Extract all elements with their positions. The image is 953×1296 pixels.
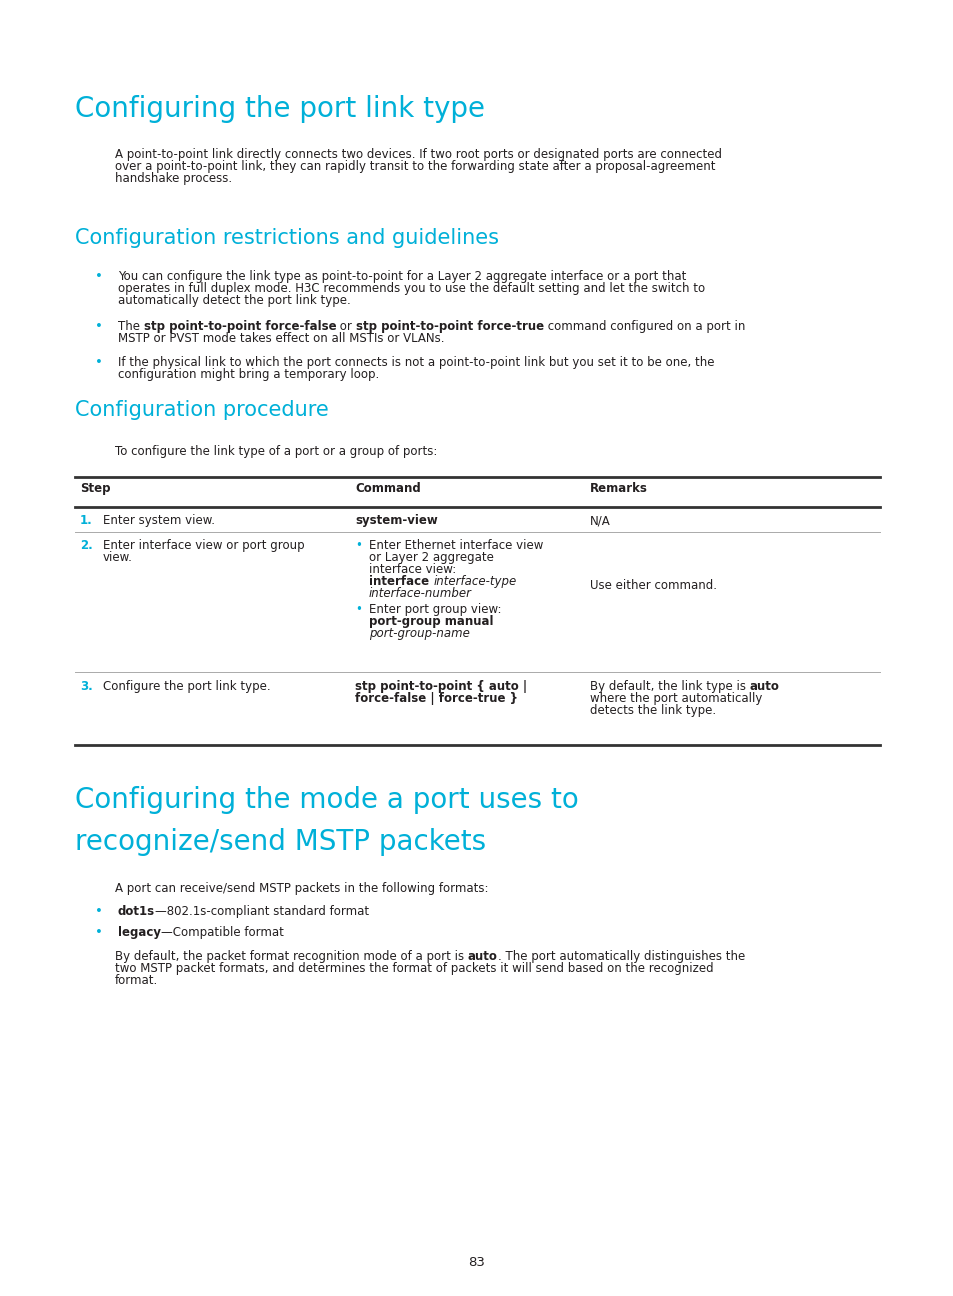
- Text: Configuration restrictions and guidelines: Configuration restrictions and guideline…: [75, 228, 498, 248]
- Text: Remarks: Remarks: [589, 482, 647, 495]
- Text: over a point-to-point link, they can rapidly transit to the forwarding state aft: over a point-to-point link, they can rap…: [115, 159, 715, 172]
- Text: Configure the port link type.: Configure the port link type.: [103, 680, 271, 693]
- Text: stp point-to-point force-true: stp point-to-point force-true: [355, 320, 543, 333]
- Text: recognize/send MSTP packets: recognize/send MSTP packets: [75, 828, 486, 855]
- Text: To configure the link type of a port or a group of ports:: To configure the link type of a port or …: [115, 445, 436, 457]
- Text: port-group-name: port-group-name: [369, 627, 470, 640]
- Text: format.: format.: [115, 975, 158, 988]
- Text: stp point-to-point force-false: stp point-to-point force-false: [144, 320, 336, 333]
- Text: •: •: [95, 905, 103, 918]
- Text: Configuration procedure: Configuration procedure: [75, 400, 329, 420]
- Text: 2.: 2.: [80, 539, 92, 552]
- Text: •: •: [95, 270, 103, 283]
- Text: •: •: [95, 927, 103, 940]
- Text: Enter system view.: Enter system view.: [103, 515, 214, 527]
- Text: 3.: 3.: [80, 680, 92, 693]
- Text: automatically detect the port link type.: automatically detect the port link type.: [118, 294, 351, 307]
- Text: interface-number: interface-number: [369, 587, 472, 600]
- Text: Step: Step: [80, 482, 111, 495]
- Text: —Compatible format: —Compatible format: [161, 927, 284, 940]
- Text: stp point-to-point { auto |: stp point-to-point { auto |: [355, 680, 527, 693]
- Text: where the port automatically: where the port automatically: [589, 692, 761, 705]
- Text: detects the link type.: detects the link type.: [589, 704, 716, 717]
- Text: •: •: [355, 603, 361, 616]
- Text: operates in full duplex mode. H3C recommends you to use the default setting and : operates in full duplex mode. H3C recomm…: [118, 283, 704, 295]
- Text: A point-to-point link directly connects two devices. If two root ports or design: A point-to-point link directly connects …: [115, 148, 721, 161]
- Text: interface-type: interface-type: [433, 575, 516, 588]
- Text: MSTP or PVST mode takes effect on all MSTIs or VLANs.: MSTP or PVST mode takes effect on all MS…: [118, 332, 444, 345]
- Text: or Layer 2 aggregate: or Layer 2 aggregate: [369, 551, 494, 564]
- Text: legacy: legacy: [118, 927, 161, 940]
- Text: By default, the link type is: By default, the link type is: [589, 680, 749, 693]
- Text: •: •: [95, 356, 103, 369]
- Text: Command: Command: [355, 482, 420, 495]
- Text: By default, the packet format recognition mode of a port is: By default, the packet format recognitio…: [115, 950, 467, 963]
- Text: The: The: [118, 320, 144, 333]
- Text: interface: interface: [369, 575, 433, 588]
- Text: Enter Ethernet interface view: Enter Ethernet interface view: [369, 539, 543, 552]
- Text: Enter port group view:: Enter port group view:: [369, 603, 501, 616]
- Text: handshake process.: handshake process.: [115, 172, 232, 185]
- Text: command configured on a port in: command configured on a port in: [543, 320, 744, 333]
- Text: 1.: 1.: [80, 515, 92, 527]
- Text: configuration might bring a temporary loop.: configuration might bring a temporary lo…: [118, 368, 379, 381]
- Text: A port can receive/send MSTP packets in the following formats:: A port can receive/send MSTP packets in …: [115, 883, 488, 896]
- Text: •: •: [95, 320, 103, 333]
- Text: view.: view.: [103, 551, 132, 564]
- Text: 83: 83: [468, 1256, 485, 1269]
- Text: auto: auto: [467, 950, 497, 963]
- Text: force-false | force-true }: force-false | force-true }: [355, 692, 517, 705]
- Text: —802.1s-compliant standard format: —802.1s-compliant standard format: [155, 905, 369, 918]
- Text: . The port automatically distinguishes the: . The port automatically distinguishes t…: [497, 950, 744, 963]
- Text: Configuring the port link type: Configuring the port link type: [75, 95, 484, 123]
- Text: If the physical link to which the port connects is not a point-to-point link but: If the physical link to which the port c…: [118, 356, 714, 369]
- Text: port-group manual: port-group manual: [369, 616, 493, 629]
- Text: Enter interface view or port group: Enter interface view or port group: [103, 539, 304, 552]
- Text: N/A: N/A: [589, 515, 610, 527]
- Text: Use either command.: Use either command.: [589, 579, 717, 592]
- Text: Configuring the mode a port uses to: Configuring the mode a port uses to: [75, 785, 578, 814]
- Text: or: or: [336, 320, 355, 333]
- Text: You can configure the link type as point-to-point for a Layer 2 aggregate interf: You can configure the link type as point…: [118, 270, 685, 283]
- Text: interface view:: interface view:: [369, 562, 456, 575]
- Text: system-view: system-view: [355, 515, 437, 527]
- Text: two MSTP packet formats, and determines the format of packets it will send based: two MSTP packet formats, and determines …: [115, 962, 713, 975]
- Text: auto: auto: [749, 680, 779, 693]
- Text: •: •: [355, 539, 361, 552]
- Text: dot1s: dot1s: [118, 905, 155, 918]
